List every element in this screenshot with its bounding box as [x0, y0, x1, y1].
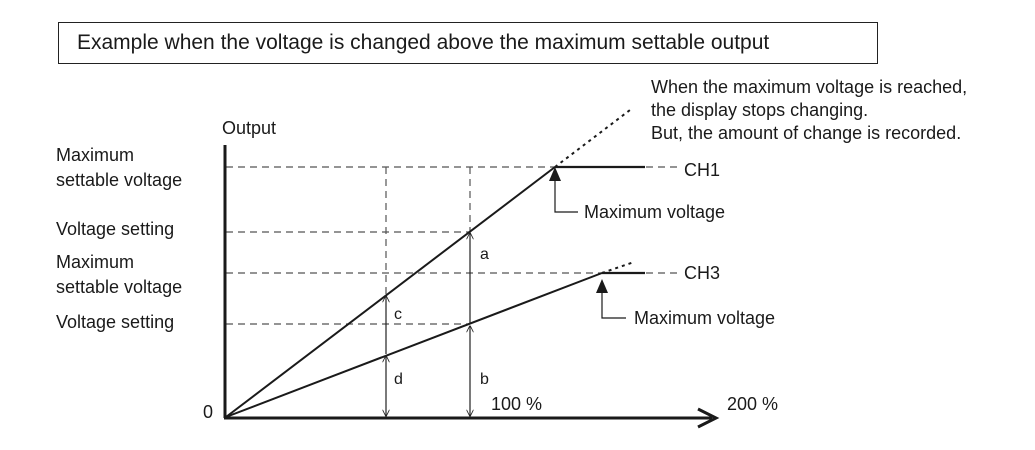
segment-b-label: b	[480, 371, 489, 388]
segment-a-label: a	[480, 246, 489, 263]
ch3-maximum-voltage-label: Maximum voltage	[634, 308, 776, 328]
x-tick-200: 200 %	[727, 394, 779, 414]
diagram-title-text: Example when the voltage is changed abov…	[77, 31, 770, 54]
segment-d-label: d	[394, 371, 403, 388]
ch1-output-line	[225, 166, 556, 418]
ch3-max-settable-voltage-label: Maximum settable voltage	[56, 252, 183, 297]
x-tick-100: 100 %	[491, 394, 543, 414]
segment-c-label: c	[394, 306, 402, 323]
diagram-title: Example when the voltage is changed abov…	[58, 22, 878, 64]
ch1-max-voltage-arrowhead	[549, 167, 561, 181]
max-voltage-note: When the maximum voltage is reached, the…	[651, 76, 967, 145]
ch1-max-settable-voltage-label: Maximum settable voltage	[56, 145, 183, 190]
ch1-projected-dotted	[554, 109, 631, 168]
note-line-2: the display stops changing.	[651, 100, 869, 120]
y-axis-label: Output	[222, 118, 277, 138]
ch3-label: CH3	[684, 263, 721, 283]
x-axis-arrowhead	[697, 407, 720, 429]
ch1-label: CH1	[684, 160, 721, 180]
origin-label: 0	[203, 402, 214, 422]
ch3-max-voltage-arrowhead	[596, 279, 608, 293]
ch1-voltage-setting-label: Voltage setting	[56, 219, 175, 239]
note-line-1: When the maximum voltage is reached,	[651, 77, 968, 97]
ch3-projected-dotted	[601, 261, 635, 274]
note-line-3: But, the amount of change is recorded.	[651, 123, 962, 143]
ch1-max-voltage-leader	[554, 181, 578, 213]
ch3-voltage-setting-label: Voltage setting	[56, 312, 175, 332]
ch1-maximum-voltage-label: Maximum voltage	[584, 202, 726, 222]
ch3-output-line	[225, 272, 603, 418]
ch3-max-voltage-leader	[601, 293, 626, 319]
